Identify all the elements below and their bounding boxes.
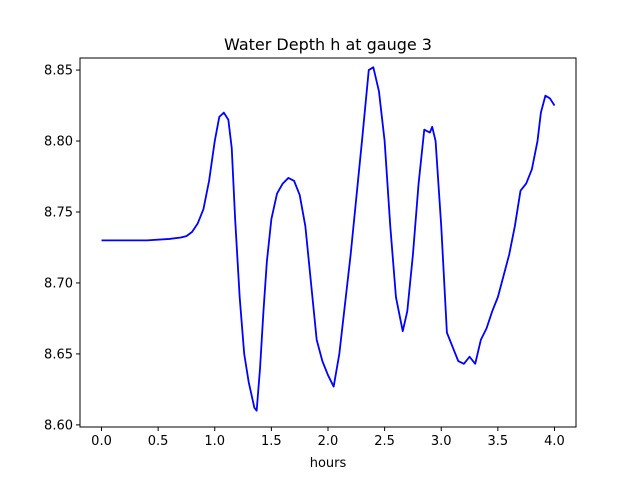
x-tick-label: 0.5 <box>148 434 169 449</box>
x-tick-label: 2.0 <box>318 434 339 449</box>
y-tick-label: 8.80 <box>44 135 73 150</box>
y-tick-label: 8.70 <box>44 276 73 291</box>
x-tick-label: 1.5 <box>261 434 282 449</box>
x-tick-label: 0.0 <box>91 434 112 449</box>
y-axis-ticks: 8.60 8.65 8.70 8.75 8.80 8.85 <box>44 64 80 433</box>
x-tick-label: 3.5 <box>488 434 509 449</box>
y-tick-label: 8.85 <box>44 64 73 79</box>
x-tick-label: 3.0 <box>431 434 452 449</box>
x-tick-label: 1.0 <box>204 434 225 449</box>
x-tick-label: 2.5 <box>374 434 395 449</box>
x-axis-label: hours <box>310 456 347 471</box>
series-line-0 <box>101 66 556 412</box>
x-tick-label: 4.0 <box>544 434 565 449</box>
y-tick-label: 8.75 <box>44 205 73 220</box>
y-tick-label: 8.60 <box>44 418 73 433</box>
plot-frame <box>79 57 577 428</box>
plot-area <box>101 66 556 412</box>
y-tick-label: 8.65 <box>44 347 73 362</box>
chart-title: Water Depth h at gauge 3 <box>224 35 432 54</box>
x-axis-ticks: 0.0 0.5 1.0 1.5 2.0 2.5 3.0 3.5 4.0 <box>91 427 565 449</box>
